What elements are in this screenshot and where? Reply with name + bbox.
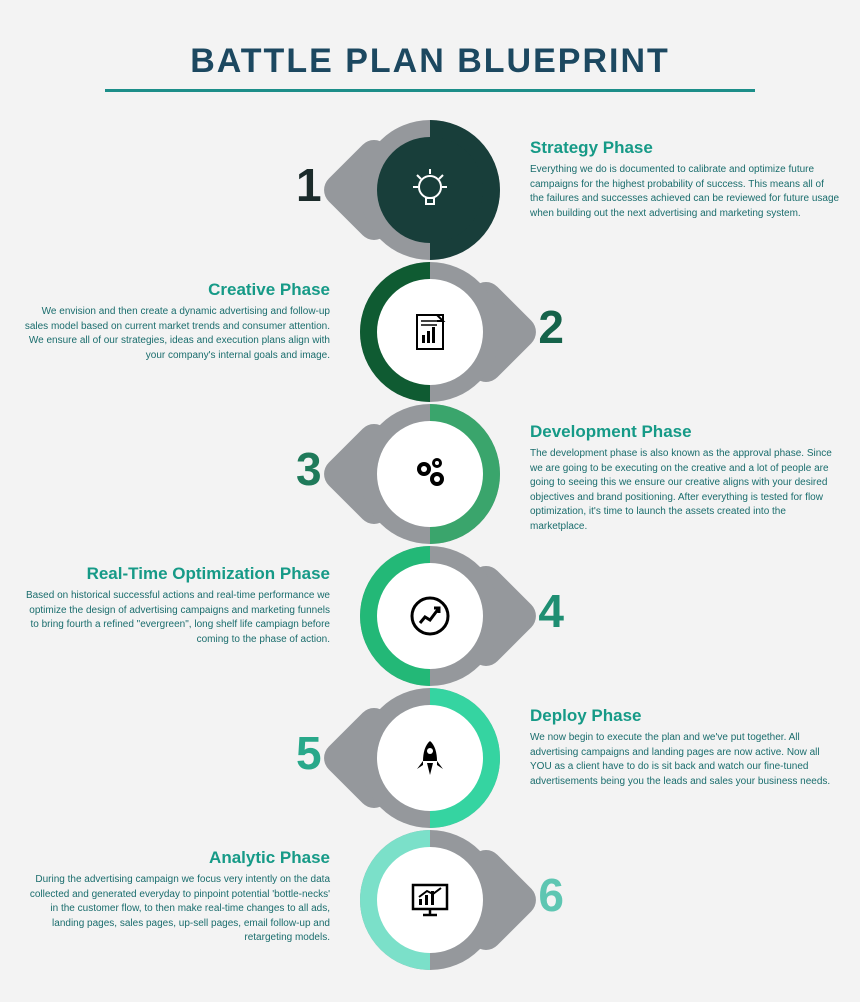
phase-ring [360,830,500,970]
phase-heading: Strategy Phase [530,138,840,158]
phase-text: Real-Time Optimization Phase Based on hi… [20,564,330,647]
phase-heading: Development Phase [530,422,840,442]
phase-ring [360,688,500,828]
phase-heading: Creative Phase [20,280,330,300]
phase-heading: Analytic Phase [20,848,330,868]
phases-canvas: 1 Strategy Phase Everything we do is doc… [0,100,860,1002]
phase-description: We now begin to execute the plan and we'… [530,731,840,789]
phase-description: We envision and then create a dynamic ad… [20,305,330,363]
phase-text: Strategy Phase Everything we do is docum… [530,138,840,221]
phase-ring [360,404,500,544]
phase-heading: Real-Time Optimization Phase [20,564,330,584]
ring-inner [377,563,483,669]
phase-text: Analytic Phase During the advertising ca… [20,848,330,946]
title-underline [105,89,755,92]
doc-icon [407,309,453,355]
phase-number: 3 [296,442,322,496]
monitor-icon [407,877,453,923]
phase-number: 6 [538,868,564,922]
phase-heading: Deploy Phase [530,706,840,726]
phase-description: During the advertising campaign we focus… [20,873,330,946]
ring-inner [377,279,483,385]
ring-inner [377,705,483,811]
phase-number: 1 [296,158,322,212]
phase-text: Deploy Phase We now begin to execute the… [530,706,840,789]
phase-number: 4 [538,584,564,638]
phase-description: The development phase is also known as t… [530,447,840,534]
phase-ring [360,262,500,402]
phase-ring [360,120,500,260]
phase-description: Based on historical successful actions a… [20,589,330,647]
growth-icon [407,593,453,639]
bulb-icon [407,167,453,213]
ring-inner [377,847,483,953]
phase-text: Development Phase The development phase … [530,422,840,534]
phase-description: Everything we do is documented to calibr… [530,163,840,221]
gears-icon [407,451,453,497]
ring-inner [377,421,483,527]
rocket-icon [407,735,453,781]
phase-number: 2 [538,300,564,354]
ring-inner [377,137,483,243]
phase-text: Creative Phase We envision and then crea… [20,280,330,363]
phase-ring [360,546,500,686]
page-title: BATTLE PLAN BLUEPRINT [0,0,860,81]
phase-number: 5 [296,726,322,780]
